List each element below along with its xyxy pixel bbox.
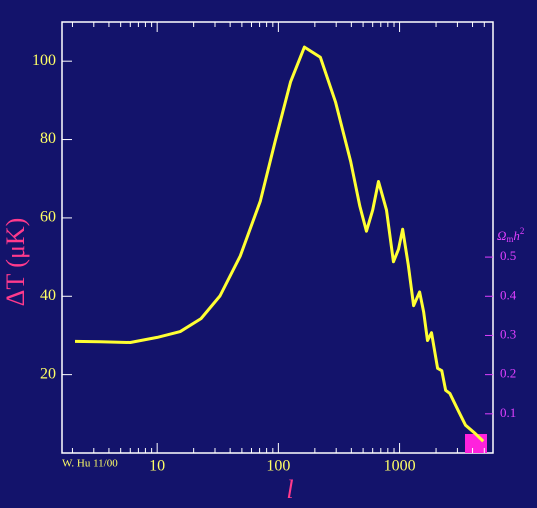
y2-axis-label: Ωmh2 [497,226,524,244]
y2-label-base: Ω [497,228,506,243]
x-tick-label: 10 [149,458,165,475]
data-line [74,45,485,443]
y2-tick-label: 0.5 [500,248,516,263]
y2-label-main: h [513,228,520,243]
y-tick-label: 20 [40,365,56,382]
y-tick-label: 80 [40,130,56,147]
y2-tick-label: 0.2 [500,366,516,381]
y2-label-sup: 2 [520,226,525,236]
x-tick-label: 1000 [384,458,416,475]
parameter-marker [465,434,487,453]
y2-tick-label: 0.3 [500,326,516,341]
y-axis-label: ΔT (μK) [1,218,30,307]
y-tick-label: 100 [32,52,56,69]
plot-frame [61,21,494,454]
x-axis-label: l [286,475,293,504]
x-tick-label: 100 [266,458,290,475]
credit-annotation: W. Hu 11/00 [62,458,118,470]
y2-tick-label: 0.4 [500,287,517,302]
y2-tick-label: 0.1 [500,405,516,420]
y-tick-label: 60 [40,209,56,226]
y-tick-label: 40 [40,287,56,304]
y2-label-sub: m [506,234,513,244]
